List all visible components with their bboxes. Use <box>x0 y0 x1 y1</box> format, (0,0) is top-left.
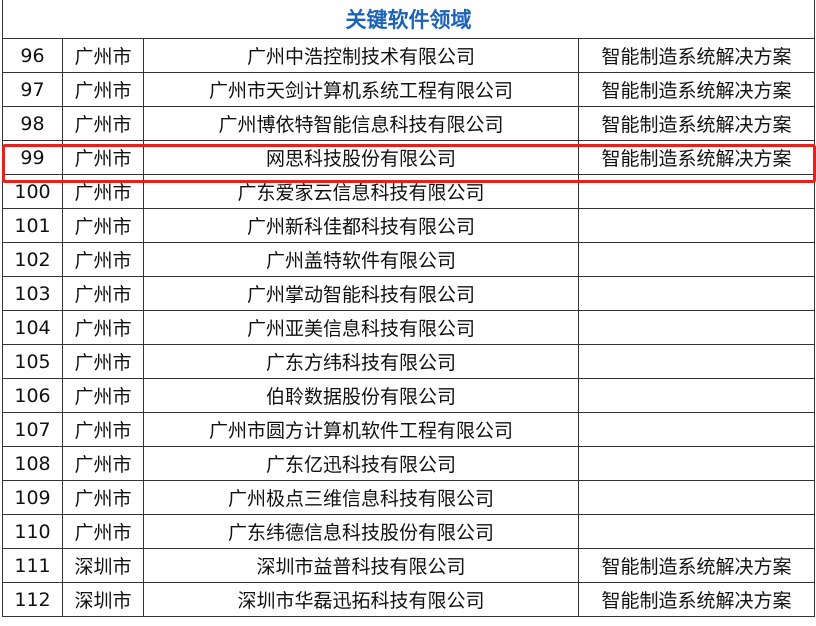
table-row: 109 广州市 广州极点三维信息科技有限公司 <box>2 480 815 515</box>
table-row: 97 广州市 广州市天剑计算机系统工程有限公司 智能制造系统解决方案 <box>2 72 815 107</box>
company-cell: 深圳市益普科技有限公司 <box>143 548 579 583</box>
row-number: 106 <box>2 378 63 413</box>
city-cell: 广州市 <box>62 38 144 73</box>
company-cell: 广东爱家云信息科技有限公司 <box>143 174 579 209</box>
row-number: 107 <box>2 412 63 447</box>
table-row: 96 广州市 广州中浩控制技术有限公司 智能制造系统解决方案 <box>2 38 815 73</box>
field-cell: 智能制造系统解决方案 <box>578 548 815 583</box>
field-cell <box>578 242 815 277</box>
table-row: 106 广州市 伯聆数据股份有限公司 <box>2 378 815 413</box>
city-cell: 广州市 <box>62 72 144 107</box>
field-cell <box>578 344 815 379</box>
row-number: 103 <box>2 276 63 311</box>
city-cell: 广州市 <box>62 514 144 549</box>
field-cell <box>578 276 815 311</box>
city-cell: 广州市 <box>62 412 144 447</box>
row-number: 97 <box>2 72 63 107</box>
company-cell: 广东亿迅科技有限公司 <box>143 446 579 481</box>
field-cell <box>578 310 815 345</box>
city-cell: 广州市 <box>62 208 144 243</box>
city-cell: 广州市 <box>62 344 144 379</box>
row-number: 100 <box>2 174 63 209</box>
field-cell: 智能制造系统解决方案 <box>578 38 815 73</box>
city-cell: 深圳市 <box>62 548 144 583</box>
field-cell <box>578 378 815 413</box>
row-number: 104 <box>2 310 63 345</box>
field-cell: 智能制造系统解决方案 <box>578 106 815 141</box>
city-cell: 广州市 <box>62 446 144 481</box>
table-header-row: 关键软件领域 <box>2 0 815 39</box>
row-number: 110 <box>2 514 63 549</box>
city-cell: 广州市 <box>62 174 144 209</box>
company-cell: 广东方纬科技有限公司 <box>143 344 579 379</box>
table-row: 108 广州市 广东亿迅科技有限公司 <box>2 446 815 481</box>
section-title: 关键软件领域 <box>2 0 815 39</box>
field-cell: 智能制造系统解决方案 <box>578 72 815 107</box>
table-row: 103 广州市 广州掌动智能科技有限公司 <box>2 276 815 311</box>
field-cell <box>578 208 815 243</box>
field-cell <box>578 412 815 447</box>
field-cell <box>578 514 815 549</box>
row-number: 96 <box>2 38 63 73</box>
table-row: 111 深圳市 深圳市益普科技有限公司 智能制造系统解决方案 <box>2 548 815 583</box>
table-row: 101 广州市 广州新科佳都科技有限公司 <box>2 208 815 243</box>
company-cell: 广州极点三维信息科技有限公司 <box>143 480 579 515</box>
field-cell: 智能制造系统解决方案 <box>578 582 815 617</box>
company-cell: 网思科技股份有限公司 <box>143 140 579 175</box>
table-row: 110 广州市 广东纬德信息科技股份有限公司 <box>2 514 815 549</box>
city-cell: 广州市 <box>62 378 144 413</box>
table-row: 107 广州市 广州市圆方计算机软件工程有限公司 <box>2 412 815 447</box>
row-number: 101 <box>2 208 63 243</box>
company-cell: 广州掌动智能科技有限公司 <box>143 276 579 311</box>
row-number: 109 <box>2 480 63 515</box>
company-cell: 广州新科佳都科技有限公司 <box>143 208 579 243</box>
table-row: 100 广州市 广东爱家云信息科技有限公司 <box>2 174 815 209</box>
city-cell: 深圳市 <box>62 582 144 617</box>
row-number: 102 <box>2 242 63 277</box>
company-cell: 广州市天剑计算机系统工程有限公司 <box>143 72 579 107</box>
company-cell: 广东纬德信息科技股份有限公司 <box>143 514 579 549</box>
table-row: 112 深圳市 深圳市华磊迅拓科技有限公司 智能制造系统解决方案 <box>2 582 815 617</box>
company-cell: 广州市圆方计算机软件工程有限公司 <box>143 412 579 447</box>
field-cell <box>578 446 815 481</box>
table-row-highlighted: 99 广州市 网思科技股份有限公司 智能制造系统解决方案 <box>2 140 815 175</box>
row-number: 111 <box>2 548 63 583</box>
field-cell <box>578 480 815 515</box>
city-cell: 广州市 <box>62 140 144 175</box>
city-cell: 广州市 <box>62 310 144 345</box>
company-cell: 广州博依特智能信息科技有限公司 <box>143 106 579 141</box>
company-cell: 广州中浩控制技术有限公司 <box>143 38 579 73</box>
row-number: 99 <box>2 140 63 175</box>
city-cell: 广州市 <box>62 242 144 277</box>
row-number: 98 <box>2 106 63 141</box>
table-row: 98 广州市 广州博依特智能信息科技有限公司 智能制造系统解决方案 <box>2 106 815 141</box>
company-cell: 深圳市华磊迅拓科技有限公司 <box>143 582 579 617</box>
company-cell: 广州盖特软件有限公司 <box>143 242 579 277</box>
field-cell <box>578 174 815 209</box>
table-row: 104 广州市 广州亚美信息科技有限公司 <box>2 310 815 345</box>
city-cell: 广州市 <box>62 276 144 311</box>
row-number: 112 <box>2 582 63 617</box>
row-number: 108 <box>2 446 63 481</box>
company-cell: 广州亚美信息科技有限公司 <box>143 310 579 345</box>
table-row: 102 广州市 广州盖特软件有限公司 <box>2 242 815 277</box>
field-cell: 智能制造系统解决方案 <box>578 140 815 175</box>
row-number: 105 <box>2 344 63 379</box>
table-row: 105 广州市 广东方纬科技有限公司 <box>2 344 815 379</box>
company-cell: 伯聆数据股份有限公司 <box>143 378 579 413</box>
city-cell: 广州市 <box>62 106 144 141</box>
city-cell: 广州市 <box>62 480 144 515</box>
